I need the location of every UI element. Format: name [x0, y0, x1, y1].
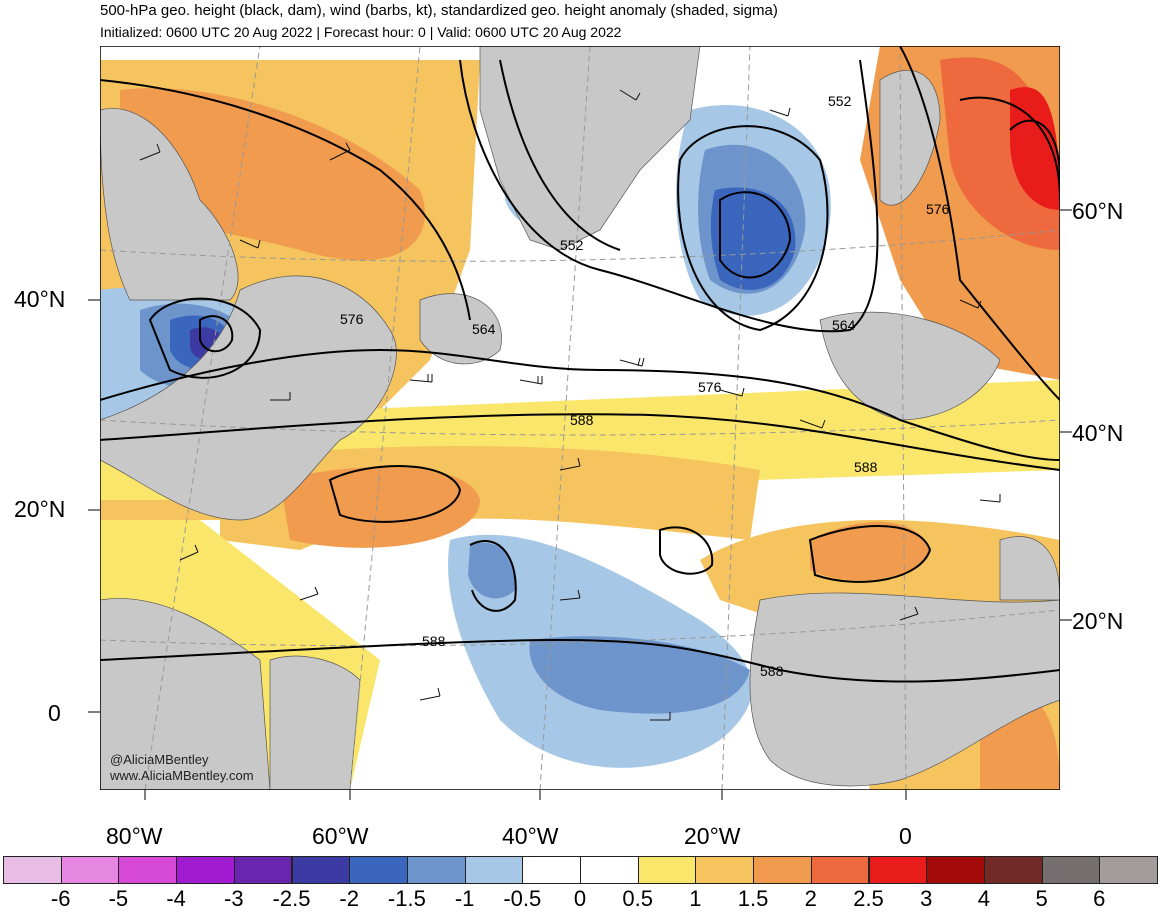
contour-label: 588	[570, 412, 594, 428]
colorbar-segment	[233, 856, 293, 884]
contour-label: 552	[828, 93, 852, 109]
colorbar-segment	[464, 856, 524, 884]
contour-label: 588	[854, 459, 878, 475]
contour-label: 576	[340, 311, 364, 327]
right-lat-label: 20°N	[1072, 608, 1124, 634]
bottom-lon-label: 0	[899, 823, 912, 849]
contour-label: 564	[832, 317, 856, 333]
colorbar-label: 1	[689, 886, 702, 911]
colorbar-segment	[695, 856, 755, 884]
colorbar-segment	[291, 856, 351, 884]
colorbar-label: 1.5	[737, 886, 769, 911]
colorbar-segment	[926, 856, 985, 884]
colorbar-segment	[60, 856, 120, 884]
contour-label: 552	[560, 237, 584, 253]
graticule	[100, 46, 1060, 790]
colorbar-label: 2.5	[853, 886, 884, 911]
colorbar-segment	[349, 856, 408, 884]
left-lat-label: 40°N	[14, 286, 66, 312]
colorbar-label: -4	[166, 886, 186, 911]
colorbar-segment	[406, 856, 466, 884]
contour-label: 576	[926, 201, 950, 217]
colorbar-label: 6	[1093, 886, 1106, 911]
right-lat-label: 40°N	[1072, 420, 1124, 446]
bottom-lon-label: 60°W	[312, 823, 369, 849]
colorbar-label: -2	[339, 886, 359, 911]
map-title: 500-hPa geo. height (black, dam), wind (…	[100, 2, 778, 19]
colorbar-segment	[3, 856, 62, 884]
colorbar-label: -0.5	[503, 886, 542, 911]
height-contours	[100, 46, 1060, 683]
bottom-lon-label: 20°W	[684, 823, 741, 849]
colorbar-segment	[176, 856, 235, 884]
colorbar-label: 3	[920, 886, 933, 911]
contour-label: 576	[698, 379, 722, 395]
colorbar-segment	[868, 856, 928, 884]
contour-label-group: 552 552 564 564 576 576 576 588 588 588 …	[340, 93, 950, 679]
right-lat-label: 60°N	[1072, 198, 1124, 224]
colorbar-segment	[983, 856, 1043, 884]
colorbar-label: -5	[108, 886, 129, 911]
contour-label: 588	[760, 663, 784, 679]
bottom-lon-label: 40°W	[502, 823, 559, 849]
colorbar-segment	[637, 856, 697, 884]
colorbar-segment	[580, 856, 639, 884]
colorbar-label: -1.5	[387, 886, 426, 911]
colorbar-label: 0	[573, 886, 587, 911]
colorbar-label: 4	[977, 886, 991, 911]
bottom-lon-label: 80°W	[106, 823, 163, 849]
colorbar-segment	[753, 856, 812, 884]
colorbar-segment	[810, 856, 870, 884]
contour-label: 564	[472, 321, 496, 337]
colorbar-segment	[1099, 856, 1158, 884]
colorbar-label: -3	[224, 886, 244, 911]
colorbar-label: 5	[1035, 886, 1048, 911]
credit-site: www.AliciaMBentley.com	[110, 768, 254, 783]
left-lat-label: 0	[48, 700, 61, 726]
colorbar-segment	[522, 856, 581, 884]
colorbar-label: -1	[454, 886, 475, 911]
colorbar-segment	[1041, 856, 1101, 884]
contour-label: 588	[422, 633, 446, 649]
map-subtitle: Initialized: 0600 UTC 20 Aug 2022 | Fore…	[100, 24, 622, 40]
left-lat-label: 20°N	[14, 496, 66, 522]
colorbar-label: -6	[50, 886, 71, 911]
colorbar-label: 0.5	[622, 886, 653, 911]
wind-barbs	[139, 89, 1001, 721]
colorbar-label: -2.5	[272, 886, 311, 911]
axis-ticks	[88, 209, 1072, 800]
colorbar-segment	[118, 856, 178, 884]
credit-handle: @AliciaMBentley	[110, 752, 209, 767]
map-field	[100, 46, 1060, 790]
colorbar-label: 2	[804, 886, 817, 911]
